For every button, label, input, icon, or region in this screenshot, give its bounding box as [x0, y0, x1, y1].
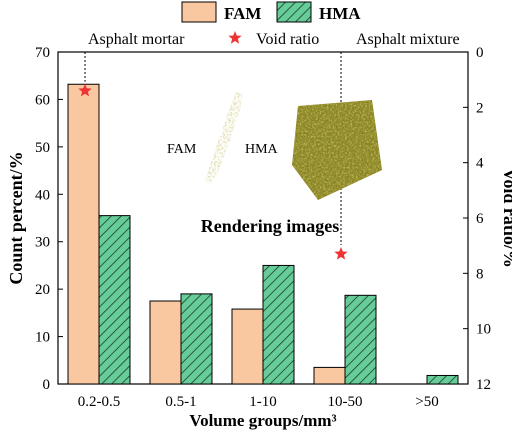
y-axis-title: Count percent/% [6, 151, 26, 284]
hma-rendering-texture [292, 100, 382, 200]
bar-hma-3 [344, 294, 377, 385]
y-tick-label: 40 [35, 187, 50, 203]
y-tick-label: 20 [35, 282, 50, 298]
bar-hma-0 [98, 215, 131, 385]
rendering-title: Rendering images [201, 216, 340, 236]
y2-tick-label: 8 [476, 266, 484, 282]
bar-fam-2 [231, 308, 264, 385]
x-tick-label: 10-50 [328, 394, 363, 410]
void-ratio-star [334, 247, 348, 260]
y2-tick-label: 2 [476, 100, 484, 116]
bar-hma-4 [426, 374, 459, 385]
hma-image-label: HMA [245, 142, 279, 157]
y2-axis-title: Void ratio/% [500, 168, 512, 268]
x-axis-title: Volume groups/mm³ [189, 411, 336, 430]
y2-tick-label: 12 [476, 377, 491, 393]
annotation-asphalt-mortar: Asphalt mortar [88, 31, 185, 48]
y-tick-label: 60 [35, 92, 50, 108]
y2-tick-label: 0 [476, 45, 484, 61]
fam-image-label: FAM [167, 142, 197, 157]
legend-label-fam: FAM [224, 4, 261, 23]
y-tick-label: 0 [43, 377, 51, 393]
void-ratio-markers [78, 83, 348, 260]
legend: FAM HMA [181, 1, 361, 23]
y2-tick-label: 4 [476, 156, 484, 172]
y2-tick-label: 6 [476, 211, 484, 227]
rendering-inset: FAM HMA Rendering images [167, 92, 382, 236]
x-tick-label: 1-10 [249, 394, 277, 410]
bar-hma-1 [180, 293, 213, 385]
bar-fam-3 [313, 366, 346, 385]
y-tick-label: 70 [35, 45, 50, 61]
x-tick-label: 0.2-0.5 [78, 394, 121, 410]
y-tick-label: 30 [35, 235, 50, 251]
fam-rendering-image [205, 92, 242, 184]
void-ratio-legend-label: Void ratio [256, 31, 319, 48]
bar-fam-1 [149, 300, 182, 385]
void-ratio-legend-star [228, 31, 242, 44]
y-tick-label: 10 [35, 330, 50, 346]
legend-swatch-hma [276, 1, 312, 23]
annotation-asphalt-mixture: Asphalt mixture [356, 31, 460, 48]
x-tick-label: 0.5-1 [165, 394, 196, 410]
legend-label-hma: HMA [319, 4, 361, 23]
x-tick-label: >50 [415, 394, 438, 410]
y-tick-label: 50 [35, 140, 50, 156]
legend-swatch-fam [181, 1, 217, 23]
void-ratio-star [78, 83, 92, 97]
bar-fam-0 [67, 83, 100, 385]
y2-tick-label: 10 [476, 322, 491, 338]
void-ratio-legend: Void ratio [228, 31, 319, 48]
bar-hma-2 [262, 264, 295, 385]
bars [67, 83, 459, 385]
